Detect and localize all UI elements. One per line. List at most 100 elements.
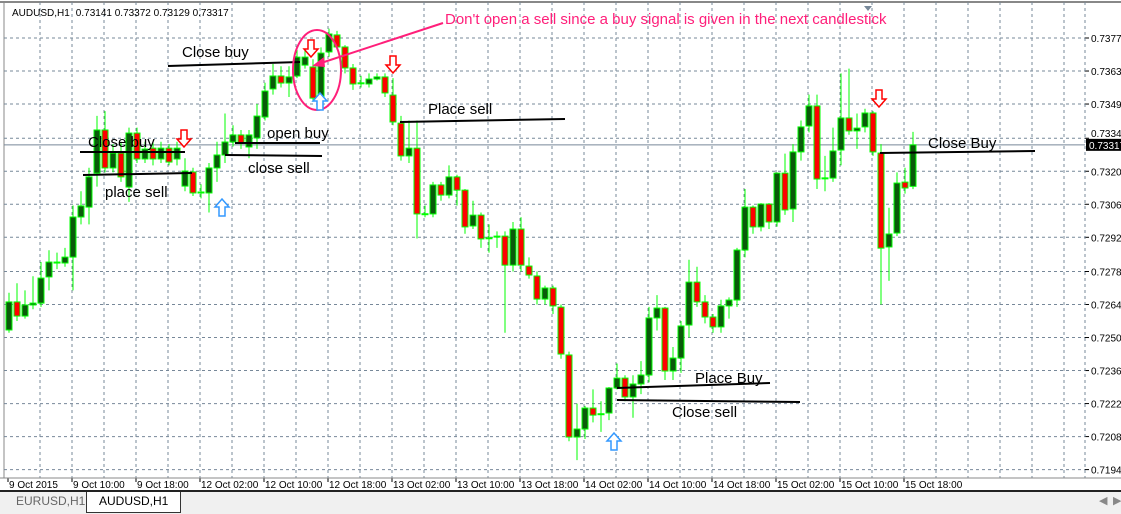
bull-candle	[861, 108, 869, 133]
bull-candle	[685, 259, 693, 338]
bear-candle	[149, 141, 157, 166]
scroll-left-icon[interactable]: ◀	[1099, 495, 1108, 507]
candle-body	[389, 94, 397, 123]
candle-body	[253, 115, 261, 139]
candle-body	[877, 152, 885, 249]
buy-arrow-icon	[213, 197, 231, 217]
bull-candle	[301, 49, 309, 69]
candle-body	[421, 213, 429, 216]
bear-candle	[389, 78, 397, 126]
candle-body	[53, 261, 61, 264]
candle-body	[101, 129, 109, 169]
bull-candle	[213, 141, 221, 182]
bull-candle	[261, 82, 269, 121]
x-tick-label: 14 Oct 02:00	[585, 480, 643, 490]
bull-candle	[469, 200, 477, 230]
candle-body	[565, 354, 573, 438]
bear-candle	[189, 167, 197, 197]
bear-candle	[901, 167, 909, 194]
bear-candle	[501, 231, 509, 333]
bull-candle	[37, 262, 45, 307]
candle-body	[405, 147, 413, 157]
buy-arrow-icon	[605, 431, 623, 451]
chart-tabs: EURUSD,H1 AUDUSD,H1 ◀ ▶	[0, 490, 1121, 514]
bear-candle	[453, 174, 461, 206]
candle-body	[349, 67, 357, 85]
bear-candle	[357, 75, 365, 88]
sell-arrow-icon	[175, 129, 193, 149]
trend-line	[616, 399, 801, 403]
candle-body	[277, 75, 285, 84]
candle-body	[501, 235, 509, 266]
bear-candle	[525, 257, 533, 279]
candle-body	[773, 172, 781, 223]
x-tick-label: 12 Oct 10:00	[265, 480, 323, 490]
bull-candle	[677, 321, 685, 373]
candle-body	[21, 304, 29, 317]
candle-body	[717, 305, 725, 328]
trend-line	[82, 172, 193, 176]
candle-body	[141, 148, 149, 160]
bull-candle	[893, 172, 901, 237]
annotation-label: Close buy	[182, 44, 249, 61]
candle-body	[461, 189, 469, 228]
bear-candle	[813, 94, 821, 189]
bull-candle	[21, 290, 29, 319]
bear-candle	[845, 68, 853, 135]
candle-body	[29, 302, 37, 306]
candle-body	[133, 132, 141, 160]
candle-body	[653, 307, 661, 319]
candle-body	[629, 383, 637, 398]
bull-candle	[717, 299, 725, 333]
header-symbol: AUDUSD,H1	[12, 8, 70, 19]
bull-candle	[757, 203, 765, 232]
bear-candle	[53, 252, 61, 270]
bull-candle	[445, 165, 453, 199]
y-tick-label: 0.73205	[1091, 167, 1121, 178]
bull-candle	[509, 221, 517, 272]
tab-eurusd-h1[interactable]: EURUSD,H1	[16, 494, 86, 508]
bull-candle	[45, 250, 53, 291]
candle-body	[605, 387, 613, 414]
chart-header: AUDUSD,H1 0.73141 0.73372 0.73129 0.73317	[12, 8, 229, 19]
candle-body	[61, 256, 69, 264]
candle-body	[165, 147, 173, 163]
candle-body	[581, 407, 589, 430]
candle-body	[613, 377, 621, 389]
bear-candle	[477, 212, 485, 248]
candle-body	[685, 281, 693, 326]
x-tick-label: 12 Oct 18:00	[329, 480, 387, 490]
candle-body	[413, 147, 421, 215]
candle-body	[829, 150, 837, 179]
candle-body	[517, 228, 525, 266]
candle-body	[909, 144, 917, 187]
candle-body	[677, 325, 685, 359]
candle-body	[637, 374, 645, 385]
bull-candle	[725, 297, 733, 319]
bull-candle	[181, 158, 189, 192]
annotation-label: Close sell	[672, 404, 737, 421]
scroll-right-icon[interactable]: ▶	[1113, 495, 1121, 507]
bear-candle	[765, 203, 773, 230]
bull-candle	[653, 295, 661, 331]
candle-body	[221, 141, 229, 156]
shift-marker-icon[interactable]	[864, 6, 872, 11]
tab-audusd-h1[interactable]: AUDUSD,H1	[86, 492, 182, 513]
candle-body	[85, 176, 93, 208]
bull-candle	[245, 129, 253, 159]
x-tick-label: 12 Oct 02:00	[201, 480, 259, 490]
bear-candle	[461, 188, 469, 234]
bear-candle	[341, 45, 349, 74]
candle-body	[549, 287, 557, 307]
candle-body	[533, 275, 541, 300]
bull-candle	[229, 125, 237, 147]
candle-body	[37, 277, 45, 304]
candle-body	[5, 301, 13, 331]
candle-body	[693, 281, 701, 303]
current-price-label: 0.73317	[1086, 138, 1121, 152]
